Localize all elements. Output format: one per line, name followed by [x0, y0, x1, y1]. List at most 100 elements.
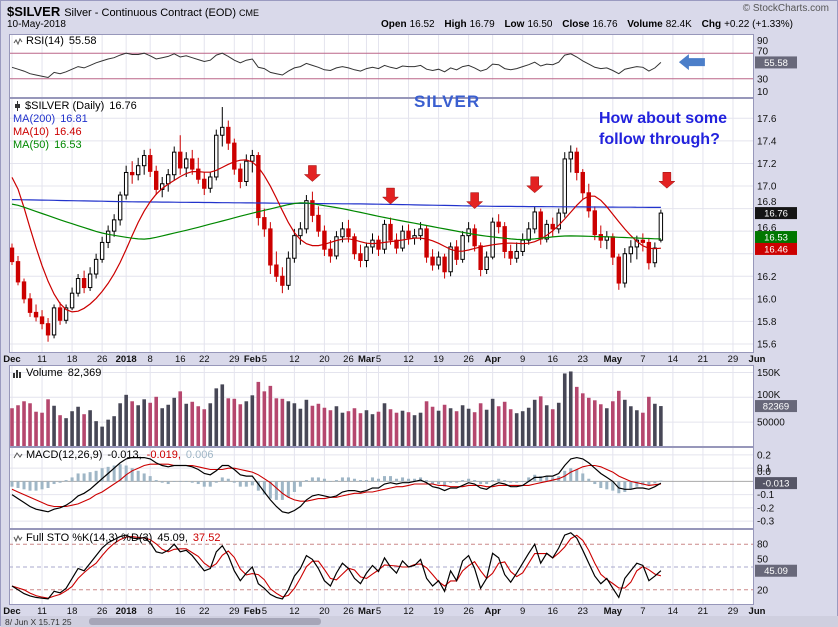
svg-text:26: 26 [97, 354, 108, 364]
svg-text:2018: 2018 [116, 354, 137, 364]
low-label: Low [504, 19, 525, 30]
svg-text:Dec: Dec [3, 606, 20, 616]
svg-text:29: 29 [229, 606, 240, 616]
rsi-panel: 55.58 90 70 30 10 [1, 34, 838, 98]
callout-line2: follow through? [599, 131, 720, 148]
price-value: 16.76 [109, 100, 137, 112]
svg-text:11: 11 [37, 606, 47, 616]
open-value: 16.52 [409, 19, 435, 30]
svg-text:0.0: 0.0 [757, 467, 771, 478]
svg-text:16.76: 16.76 [764, 209, 788, 220]
svg-text:Mar: Mar [358, 606, 375, 616]
volume-panel: 82369 150K 100K 50000 [1, 365, 838, 447]
svg-text:-0.2: -0.2 [757, 503, 775, 514]
svg-text:90: 90 [757, 36, 769, 47]
symbol: $SILVER [7, 4, 61, 19]
svg-text:17.4: 17.4 [757, 136, 777, 147]
price-legend: $SILVER (Daily) 16.76 MA(200) 16.81 MA(10)… [13, 100, 137, 152]
svg-text:May: May [604, 354, 623, 364]
svg-text:Feb: Feb [244, 354, 261, 364]
svg-text:15.8: 15.8 [757, 317, 777, 328]
ma50-legend: MA(50) 16.53 [13, 139, 137, 152]
svg-text:12: 12 [403, 354, 414, 364]
volume-bars-icon [13, 370, 21, 379]
svg-text:26: 26 [343, 606, 354, 616]
svg-text:20: 20 [319, 354, 330, 364]
svg-text:-0.1: -0.1 [757, 490, 775, 501]
rsi-line-icon [13, 37, 23, 45]
bottom-strip: 8/ Jun X 15.71 25 [1, 616, 838, 627]
svg-text:29: 29 [728, 606, 739, 616]
svg-text:17.2: 17.2 [757, 159, 777, 170]
svg-text:19: 19 [433, 606, 444, 616]
open-label: Open [381, 19, 407, 30]
exchange: CME [239, 8, 259, 18]
svg-text:16: 16 [547, 606, 558, 616]
svg-text:20: 20 [757, 585, 769, 596]
svg-text:Mar: Mar [358, 354, 375, 364]
svg-text:Jun: Jun [749, 354, 766, 364]
xaxis-top: Dec 11 18 26 2018 8 16 22 29 Feb 5 12 20 26 Mar 5 12 19 26… [1, 353, 838, 365]
svg-text:16.0: 16.0 [757, 294, 777, 305]
price-legend-main: $SILVER (Daily) 16.76 [13, 100, 137, 113]
svg-text:5: 5 [262, 354, 267, 364]
svg-text:26: 26 [97, 606, 108, 616]
svg-text:22: 22 [199, 354, 210, 364]
svg-text:16.46: 16.46 [764, 244, 788, 255]
svg-text:Apr: Apr [484, 606, 501, 616]
svg-text:0.1: 0.1 [757, 464, 771, 475]
high-label: High [444, 19, 467, 30]
ma200-name: MA(200) [13, 113, 56, 125]
svg-text:12: 12 [289, 606, 300, 616]
svg-text:45.09: 45.09 [764, 566, 788, 577]
svg-text:30: 30 [757, 74, 769, 85]
ma10-legend: MA(10) 16.46 [13, 126, 137, 139]
silver-annotation: SILVER [414, 92, 481, 111]
svg-text:21: 21 [698, 354, 709, 364]
svg-text:2018: 2018 [116, 606, 137, 616]
sto-legend: Full STO %K(14,3) %D(3) 45.09, 37.52 [13, 532, 220, 544]
svg-text:22: 22 [199, 606, 210, 616]
svg-text:9: 9 [520, 354, 525, 364]
chg-label: Chg [701, 19, 722, 30]
svg-text:20: 20 [319, 606, 330, 616]
ma50-value: 16.53 [54, 139, 82, 151]
svg-text:150K: 150K [757, 368, 781, 379]
svg-text:14: 14 [668, 606, 679, 616]
sto-line-icon [13, 534, 23, 542]
scrollbar-thumb[interactable] [89, 618, 321, 625]
macd-line-icon [13, 451, 23, 458]
svg-text:16: 16 [175, 354, 186, 364]
price-panel: 16.76 16.53 16.46 17.6 17.4 17.2 17.0 16.8 16.6 1… [1, 98, 838, 353]
rsi-title: RSI(14) [26, 35, 64, 47]
svg-text:Jun: Jun [749, 606, 766, 616]
sto-title: Full STO %K(14,3) %D(3) [26, 532, 153, 544]
svg-text:23: 23 [577, 354, 588, 364]
svg-text:5: 5 [262, 606, 267, 616]
svg-text:16.2: 16.2 [757, 272, 777, 283]
ma200-value: 16.81 [60, 113, 88, 125]
ma50-name: MA(50) [13, 139, 50, 151]
chart-date: 10-May-2018 [7, 19, 66, 30]
svg-text:May: May [604, 606, 623, 616]
svg-text:11: 11 [37, 354, 47, 364]
svg-text:29: 29 [229, 354, 240, 364]
price-title: $SILVER (Daily) [25, 100, 105, 112]
svg-text:26: 26 [343, 354, 354, 364]
svg-text:7: 7 [640, 606, 645, 616]
svg-text:Dec: Dec [3, 354, 20, 364]
svg-text:21: 21 [698, 606, 709, 616]
svg-text:23: 23 [577, 606, 588, 616]
copyright: © StockCharts.com [742, 3, 829, 14]
svg-text:-0.3: -0.3 [757, 517, 775, 528]
svg-text:16.6: 16.6 [757, 223, 777, 234]
svg-text:26: 26 [463, 606, 474, 616]
bottom-strip-text: 8/ Jun X 15.71 25 [5, 617, 72, 627]
sto-d-value: 37.52 [192, 532, 221, 544]
svg-text:17.6: 17.6 [757, 114, 777, 125]
svg-text:5: 5 [376, 606, 381, 616]
macd-signal-value: -0.019, [146, 449, 181, 461]
ma200-legend: MA(200) 16.81 [13, 113, 137, 126]
svg-text:17.0: 17.0 [757, 182, 777, 193]
macd-title: MACD(12,26,9) [26, 449, 103, 461]
